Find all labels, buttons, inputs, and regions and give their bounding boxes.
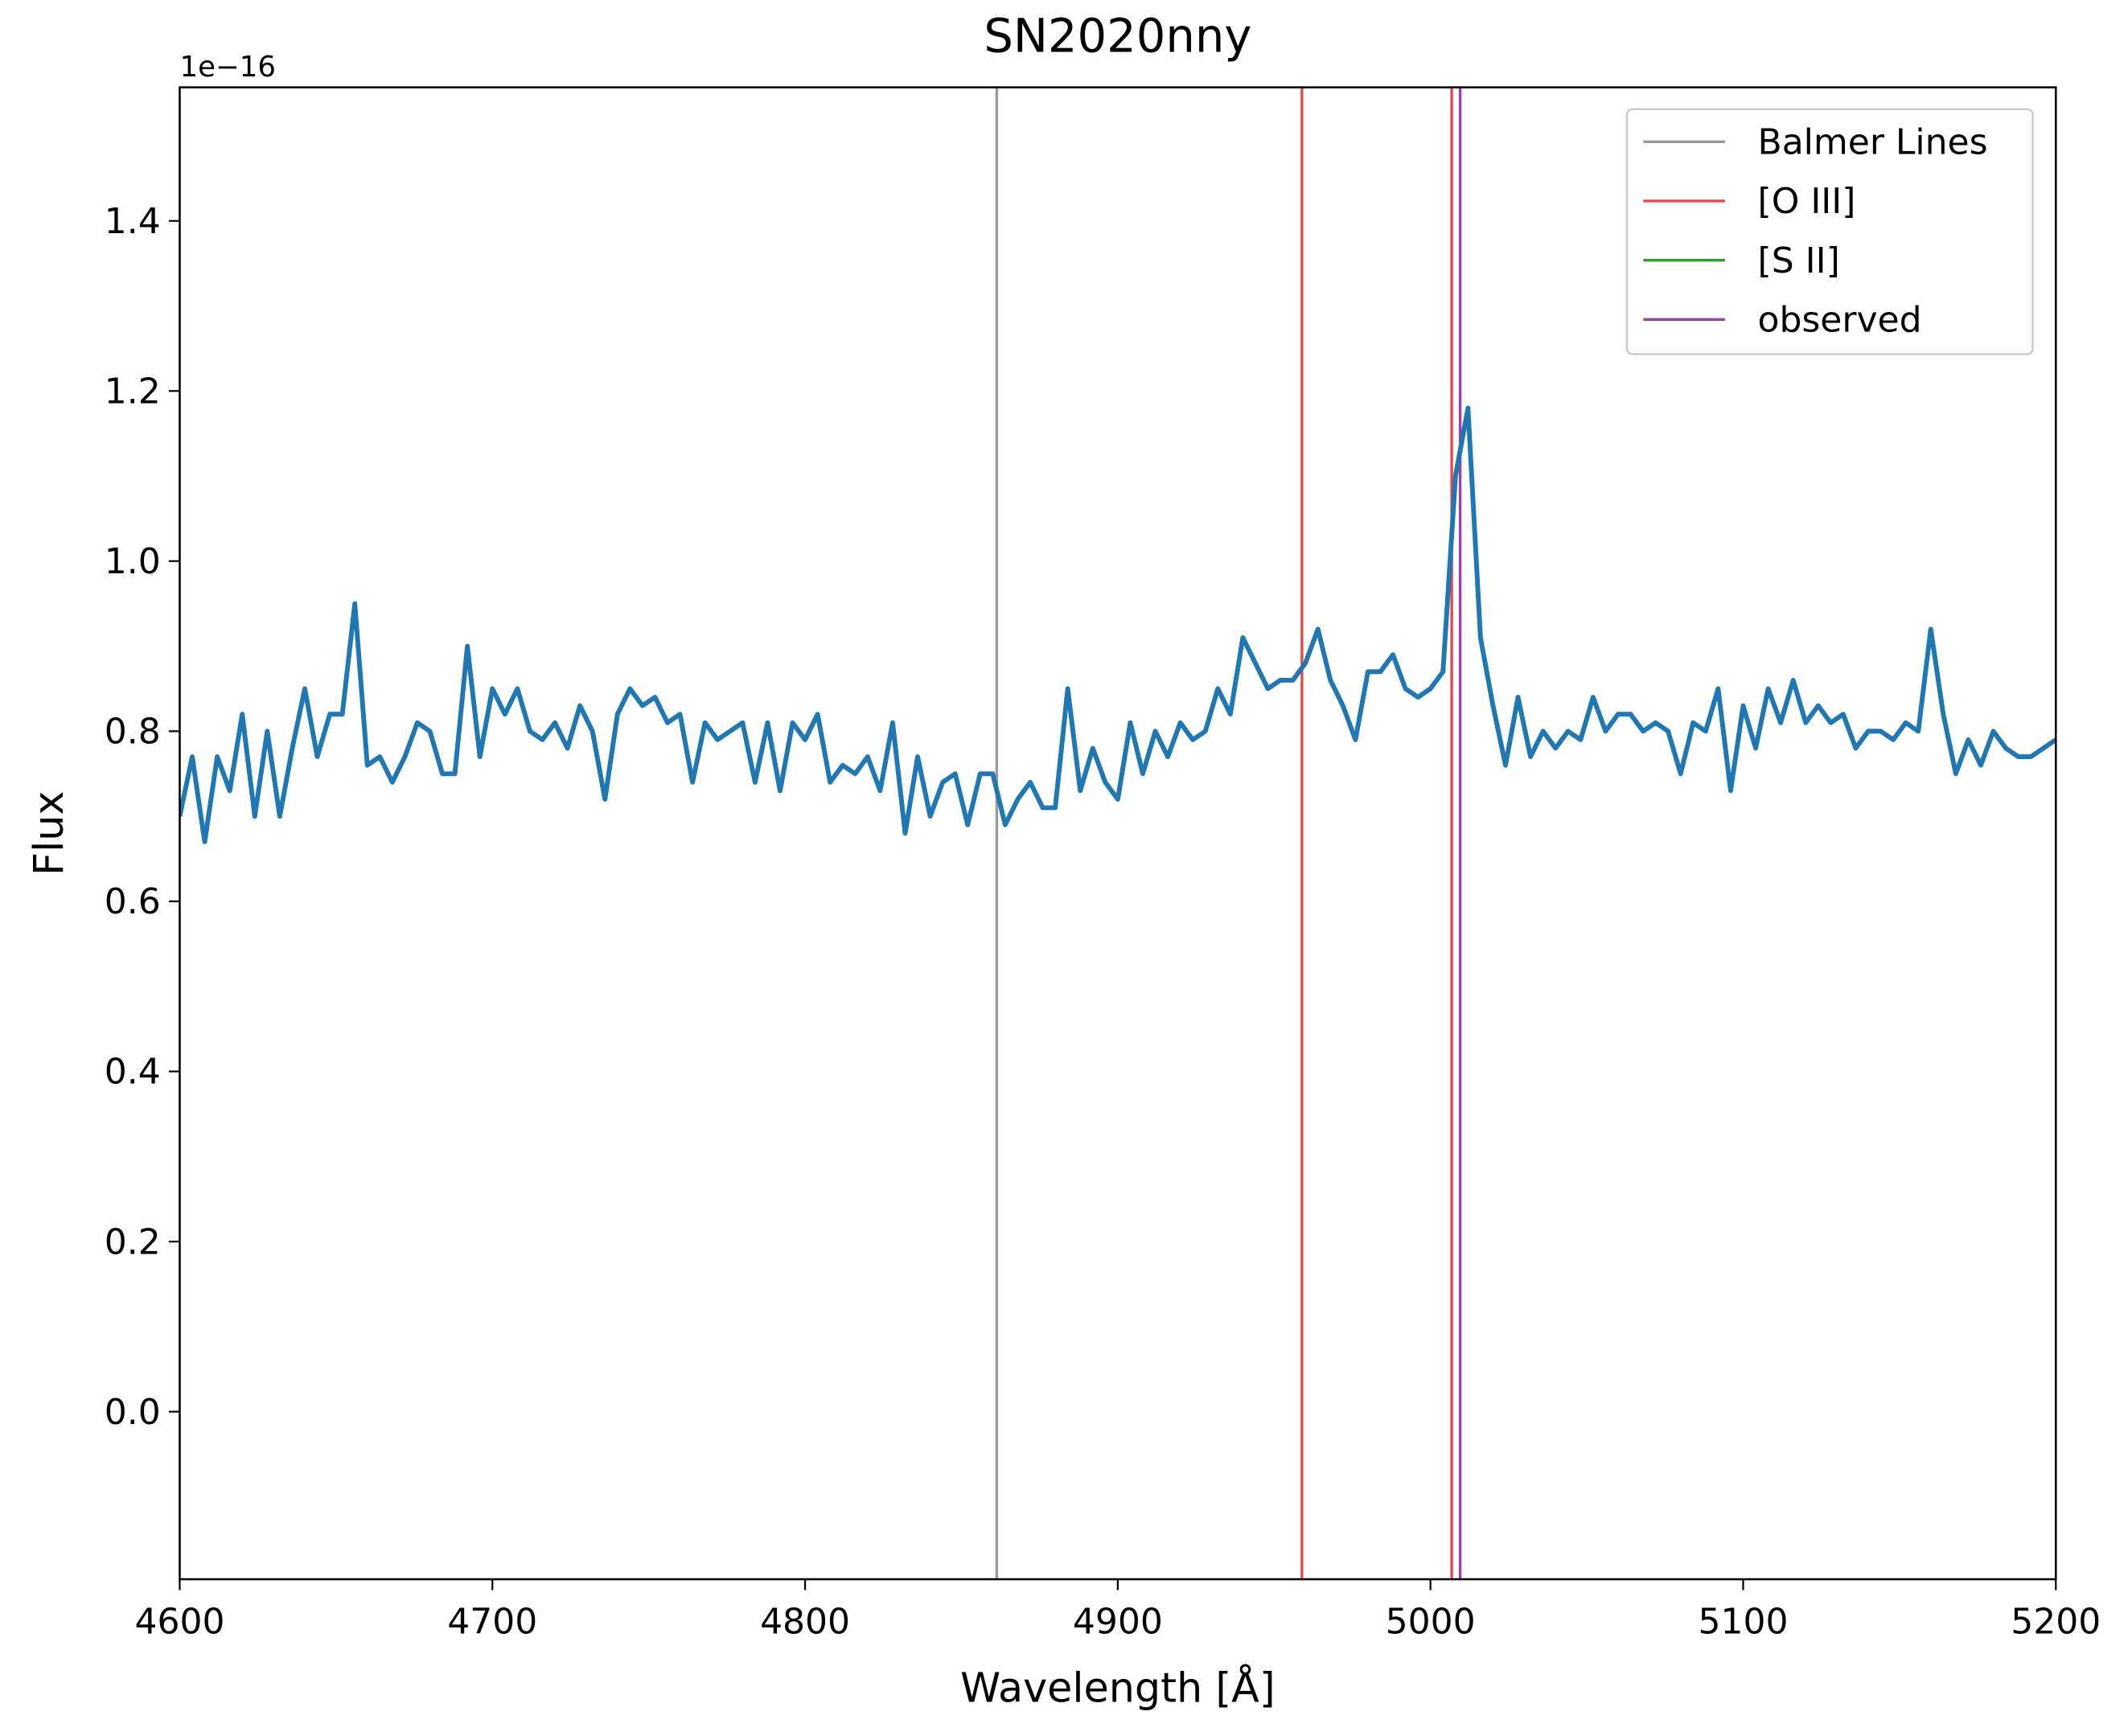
x-tick-label: 5000 (1386, 1602, 1476, 1643)
y-tick-label: 0.4 (105, 1052, 161, 1093)
y-tick-label: 0.8 (105, 712, 161, 753)
x-tick-label: 4700 (447, 1602, 537, 1643)
legend-box (1625, 108, 2034, 355)
x-tick-label: 4900 (1073, 1602, 1163, 1643)
y-tick-label: 1.0 (105, 541, 161, 582)
legend-label: [S II] (1758, 240, 1840, 281)
x-tick-label: 4600 (134, 1602, 224, 1643)
legend-label: observed (1758, 299, 1922, 340)
legend-label: Balmer Lines (1758, 122, 1988, 163)
x-tick-label: 4800 (760, 1602, 850, 1643)
spectrum-line (179, 405, 2056, 844)
plot-area (179, 87, 2056, 1580)
y-axis-label: Flux (25, 791, 72, 876)
plot-frame (179, 86, 2057, 1581)
x-tick-label: 5100 (1698, 1602, 1788, 1643)
x-axis-label: Wavelength [Å] (960, 1663, 1276, 1711)
y-tick-label: 1.4 (105, 201, 161, 242)
y-tick-label: 0.0 (105, 1392, 161, 1433)
y-tick-label: 1.2 (105, 371, 161, 412)
y-tick-label: 0.6 (105, 881, 161, 922)
legend-label: [O III] (1758, 181, 1856, 222)
chart-title: SN2020nny (984, 10, 1251, 64)
offset-label: 1e−16 (179, 51, 276, 84)
x-tick-label: 5200 (2011, 1602, 2101, 1643)
y-tick-label: 0.2 (105, 1221, 161, 1262)
